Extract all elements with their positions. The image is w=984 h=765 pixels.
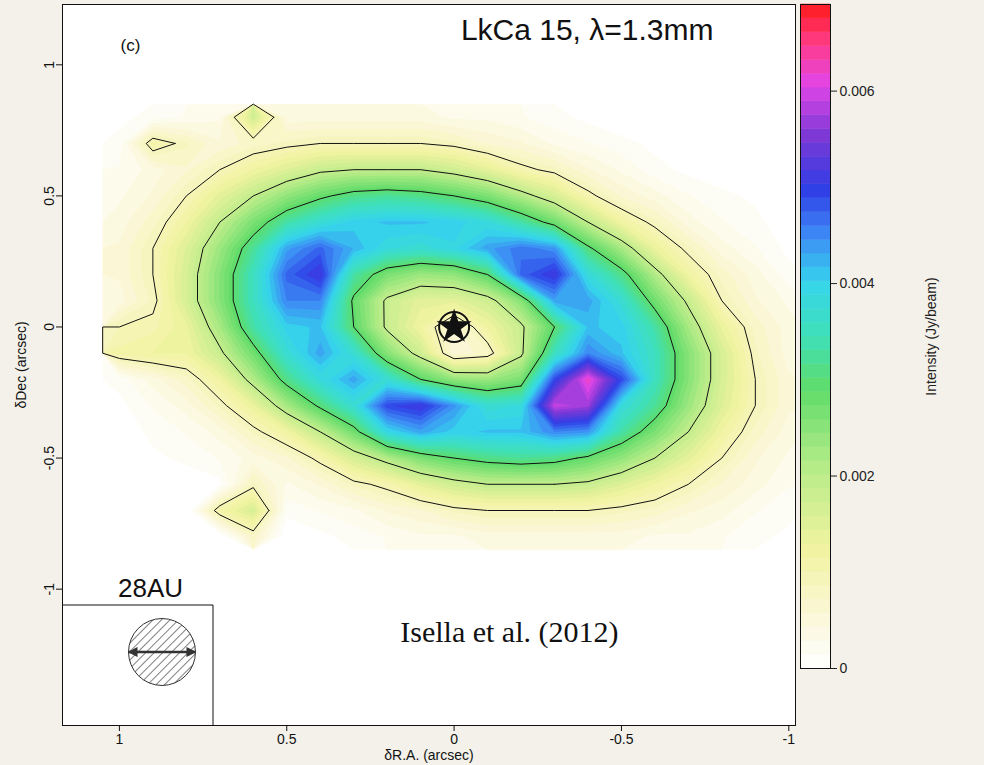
- svg-text:-1: -1: [41, 583, 57, 596]
- svg-text:1: 1: [116, 731, 124, 747]
- svg-text:Intensity (Jy/beam): Intensity (Jy/beam): [923, 277, 939, 395]
- svg-text:-0.5: -0.5: [41, 446, 57, 470]
- svg-text:δDec (arcsec): δDec (arcsec): [13, 321, 29, 408]
- svg-text:(c): (c): [121, 36, 141, 55]
- svg-text:0.5: 0.5: [277, 731, 297, 747]
- svg-text:28AU: 28AU: [118, 573, 183, 603]
- svg-text:δR.A. (arcsec): δR.A. (arcsec): [384, 747, 473, 763]
- svg-text:0.006: 0.006: [840, 83, 875, 99]
- svg-text:0: 0: [450, 731, 458, 747]
- svg-text:LkCa 15, λ=1.3mm: LkCa 15, λ=1.3mm: [461, 13, 714, 46]
- svg-text:Isella et al. (2012): Isella et al. (2012): [400, 615, 618, 649]
- svg-text:-0.5: -0.5: [609, 731, 633, 747]
- svg-text:0.004: 0.004: [840, 275, 875, 291]
- svg-text:0: 0: [840, 660, 848, 676]
- svg-text:0: 0: [41, 323, 57, 331]
- svg-text:1: 1: [41, 61, 57, 69]
- svg-text:-1: -1: [783, 731, 796, 747]
- svg-text:0.5: 0.5: [41, 186, 57, 206]
- svg-text:0.002: 0.002: [840, 468, 875, 484]
